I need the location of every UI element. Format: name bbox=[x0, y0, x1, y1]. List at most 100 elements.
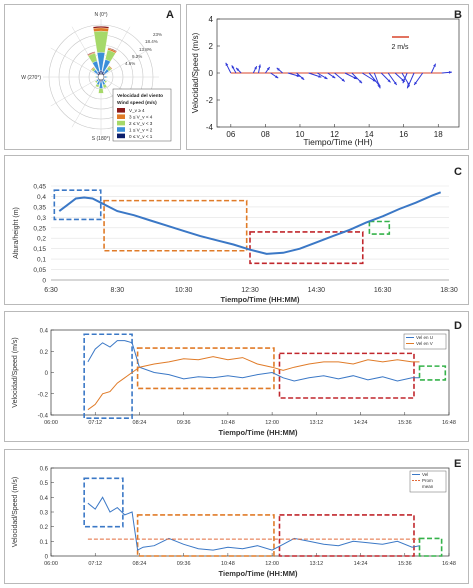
x-tick-label: 09:36 bbox=[177, 561, 191, 567]
legend-label: Prom bbox=[422, 478, 433, 483]
blue-box bbox=[53, 189, 102, 221]
x-tick-label: 12:00 bbox=[265, 420, 279, 426]
x-tick-label: 18:30 bbox=[440, 287, 458, 294]
green-box bbox=[418, 365, 447, 381]
panel-b: B -4 -2 0 2 4 06 08 10 12 14 16 18 Tiempo/Time (HH) V… bbox=[186, 4, 469, 150]
y-tick-label: -0.4 bbox=[38, 414, 49, 420]
wind-vector-head bbox=[231, 65, 235, 69]
ring-label: 13.8% bbox=[139, 47, 152, 52]
windrose-chart: N (0°) W (270°) S (180°) 23% 18.4% 13.8% 9.2% 4… bbox=[21, 12, 172, 142]
y-tick-label: 0,15 bbox=[33, 246, 46, 253]
x-axis-title: Tiempo/Time (HH:MM) bbox=[221, 295, 300, 304]
uv-velocity-chart: -0.4 -0.2 0 0.2 0.4 06:00 07:12 08:24 09:36 10:48… bbox=[12, 329, 456, 438]
panel-letter-c: C bbox=[454, 166, 462, 178]
red-box bbox=[278, 514, 415, 557]
wind-vector-head bbox=[341, 78, 345, 82]
y-tick-label: 0,4 bbox=[37, 194, 46, 201]
wind-vector-head bbox=[296, 74, 300, 77]
wind-vector-head bbox=[266, 67, 270, 71]
plot-frame bbox=[50, 329, 450, 416]
x-tick-label: 06:00 bbox=[44, 561, 58, 567]
y-tick-label: 0.2 bbox=[40, 525, 49, 531]
y-tick-label: 0,2 bbox=[37, 236, 46, 243]
legend-label: mean bbox=[422, 484, 434, 489]
y-tick-label: 0 bbox=[45, 371, 49, 377]
wind-vector-head bbox=[377, 85, 381, 89]
y-tick-label: 0,45 bbox=[33, 184, 46, 191]
orange-box bbox=[103, 199, 248, 252]
y-tick-label: 0.6 bbox=[40, 467, 49, 473]
y-tick-label: -0.2 bbox=[38, 392, 49, 398]
wind-vector-head bbox=[324, 76, 328, 79]
legend-label: 0 ≤ V_v < 1 bbox=[129, 134, 153, 139]
x-tick-label: 14 bbox=[365, 130, 374, 139]
x-tick-label: 18 bbox=[434, 130, 443, 139]
legend-swatch bbox=[117, 108, 125, 113]
x-tick-label: 06 bbox=[226, 130, 235, 139]
x-tick-label: 15:36 bbox=[398, 420, 412, 426]
panel-letter-d: D bbox=[454, 320, 462, 332]
panel-c: C 0 0,05 0,1 0,15 0,2 0,25 0,3 0,35 0,4 0,45 6:30 8… bbox=[4, 155, 469, 305]
wind-vector-head bbox=[276, 67, 280, 71]
x-tick-label: 10:48 bbox=[221, 420, 235, 426]
legend-label: 1 ≤ V_v < 2 bbox=[129, 127, 153, 132]
x-tick-label: 16:48 bbox=[442, 420, 456, 426]
y-tick-label: 0.5 bbox=[40, 481, 49, 487]
y-tick-label: -4 bbox=[206, 123, 214, 132]
wind-vector-head bbox=[254, 66, 257, 70]
x-tick-label: 13:12 bbox=[309, 561, 323, 567]
rose-center bbox=[97, 73, 105, 81]
y-axis-title: Velocidad/Speed (m/s) bbox=[191, 32, 200, 113]
compass-west-label: W (270°) bbox=[21, 75, 41, 81]
rose-petal bbox=[99, 70, 103, 78]
x-tick-label: 08:24 bbox=[133, 420, 147, 426]
wind-vector-head bbox=[275, 75, 279, 79]
height-line-chart: 0 0,05 0,1 0,15 0,2 0,25 0,3 0,35 0,4 0,45 6:30 8:3… bbox=[13, 184, 458, 305]
y-tick-label: 0,1 bbox=[37, 257, 46, 264]
y-axis-title: Altura/height (m) bbox=[13, 207, 20, 259]
blue-box bbox=[83, 477, 124, 528]
x-tick-label: 07:12 bbox=[88, 561, 102, 567]
y-tick-label: 0,25 bbox=[33, 225, 46, 232]
y-tick-label: 0.2 bbox=[40, 350, 49, 356]
y-tick-label: -2 bbox=[206, 96, 214, 105]
panel-letter-a: A bbox=[166, 9, 174, 21]
x-axis-title: Tiempo/Time (HH) bbox=[303, 137, 372, 147]
legend-label: 2 ≤ V_v < 3 bbox=[129, 121, 153, 126]
wind-vector-head bbox=[353, 76, 357, 79]
height-series-line bbox=[58, 191, 442, 255]
x-tick-label: 8:30 bbox=[111, 287, 125, 294]
series-line-vel-en-u bbox=[87, 340, 420, 382]
y-tick-label: 0.4 bbox=[40, 496, 49, 502]
y-tick-label: 0 bbox=[42, 278, 46, 285]
green-box bbox=[368, 220, 391, 235]
series-line-vel-en-v bbox=[87, 356, 420, 411]
x-tick-label: 08 bbox=[261, 130, 270, 139]
wind-vector-head bbox=[414, 81, 418, 85]
wind-vector-head bbox=[301, 76, 305, 80]
ring-label: 4.6% bbox=[125, 61, 135, 66]
legend-label: Vel bbox=[422, 472, 428, 477]
panel-e: E 0 0.1 0.2 0.3 0.4 0.5 0.6 06:00 07:12 08:24 09:3… bbox=[4, 449, 469, 584]
legend-label: Vel en V bbox=[416, 341, 433, 346]
rose-petal bbox=[98, 76, 104, 89]
x-tick-label: 06:00 bbox=[44, 420, 58, 426]
wind-vector-head bbox=[448, 71, 452, 74]
legend-box bbox=[403, 333, 447, 350]
x-tick-label: 14:24 bbox=[354, 420, 368, 426]
ring-label: 18.4% bbox=[145, 39, 158, 44]
rose-spoke bbox=[100, 47, 152, 78]
wind-vector-head bbox=[236, 67, 240, 71]
y-tick-label: 0.1 bbox=[40, 540, 49, 546]
y-tick-label: 0 bbox=[209, 69, 214, 78]
x-tick-label: 08:24 bbox=[133, 561, 147, 567]
rose-spoke bbox=[50, 76, 102, 107]
panel-a: A N (0°) W (270°) S (180°) 23% 18.4% 13.8% 9.2… bbox=[4, 4, 181, 150]
y-tick-label: 0,35 bbox=[33, 204, 46, 211]
wind-vector-head bbox=[387, 79, 391, 83]
wind-vector-head bbox=[407, 85, 410, 89]
panel-d: D -0.4 -0.2 0 0.2 0.4 06:00 07:12 08:24 09:36 10:… bbox=[4, 311, 469, 442]
x-tick-label: 12:30 bbox=[241, 287, 259, 294]
legend-box bbox=[409, 470, 447, 493]
rose-spoke bbox=[50, 47, 102, 78]
